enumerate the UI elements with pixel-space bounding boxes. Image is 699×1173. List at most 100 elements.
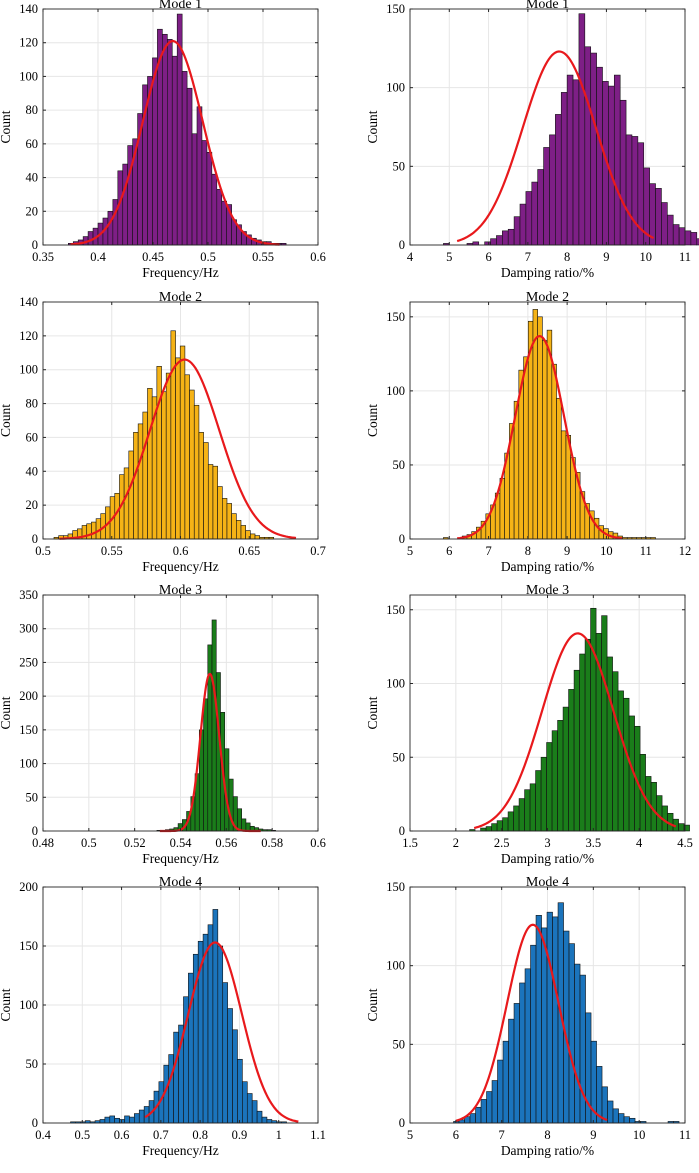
histogram-bar	[207, 924, 214, 1124]
y-tick-label: 0	[32, 1116, 38, 1130]
y-tick-label: 100	[386, 959, 405, 973]
x-tick-label: 5	[407, 1128, 413, 1142]
histogram-bar	[222, 498, 228, 540]
histogram-bar	[596, 66, 603, 246]
histogram-bar	[606, 656, 613, 832]
x-tick-label: 0.9	[232, 1128, 248, 1142]
histogram-bar	[109, 1115, 115, 1124]
histogram-bar	[629, 1117, 636, 1124]
x-tick-label: 0.5	[35, 544, 51, 558]
x-tick-label: 0.5	[81, 836, 97, 850]
histogram-bar	[99, 1119, 106, 1124]
x-tick-label: 0.6	[310, 836, 326, 850]
y-tick-label: 0	[399, 1116, 405, 1130]
y-tick-label: 0	[399, 532, 405, 546]
chart-panel-2: 4 5 6 7 8 9 10 11 0 50 100 150 Mode 1 Damping ratio/%…	[365, 0, 699, 280]
x-tick-label: 0.55	[252, 250, 274, 264]
x-tick-label: 9	[590, 1128, 596, 1142]
x-axis-label: Frequency/Hz	[142, 559, 218, 574]
histogram-bar	[623, 1116, 630, 1124]
y-tick-label: 120	[19, 329, 38, 343]
y-tick-label: 0	[399, 238, 405, 252]
y-tick-label: 300	[19, 622, 38, 636]
x-axis-label: Damping ratio/%	[501, 1143, 594, 1158]
histogram-bar	[216, 189, 223, 246]
y-tick-label: 140	[19, 2, 38, 16]
histogram-bar	[568, 689, 575, 832]
histogram-bar	[496, 235, 503, 246]
histogram-bar	[560, 92, 568, 246]
histogram-bar	[507, 228, 515, 246]
y-tick-label: 60	[26, 137, 39, 151]
x-tick-label: 11	[679, 250, 691, 264]
y-tick-label: 0	[399, 824, 405, 838]
histogram-bar	[555, 114, 562, 246]
histogram-bar	[619, 99, 627, 246]
chart-title: Mode 4	[526, 875, 569, 890]
x-tick-label: 0.8	[192, 1128, 208, 1142]
chart-title: Mode 4	[159, 875, 202, 890]
histogram-bar	[513, 805, 520, 832]
histogram-bar	[184, 374, 190, 540]
chart-panel-7: 0.4 0.5 0.6 0.7 0.8 0.9 1 1.1 0 50 100 150 200 Mode 4…	[0, 875, 326, 1158]
y-tick-label: 40	[26, 464, 39, 478]
histogram-bar	[655, 188, 662, 246]
x-tick-label: 2.5	[494, 836, 510, 850]
histogram-bar	[206, 151, 213, 246]
histogram-bar	[552, 916, 559, 1124]
histogram-bar	[486, 1091, 493, 1124]
y-axis-label: Count	[0, 404, 13, 437]
chart-title: Mode 2	[526, 290, 569, 305]
histogram-bar	[518, 798, 525, 832]
x-tick-label: 8	[544, 1128, 550, 1142]
plot-frame	[42, 8, 319, 246]
x-tick-label: 0.4	[35, 1128, 51, 1142]
histogram-bar	[469, 1113, 476, 1124]
x-tick-label: 1.5	[402, 836, 418, 850]
histogram-bar	[535, 915, 542, 1124]
histogram-bar	[531, 181, 538, 246]
histogram-bar	[540, 756, 547, 832]
histogram-bar	[147, 388, 153, 540]
normal-fit-curve	[70, 39, 280, 246]
histogram-bar	[251, 1100, 258, 1124]
histogram-bar	[608, 85, 615, 246]
histogram-bar	[242, 1081, 248, 1124]
histogram-bar	[491, 823, 498, 832]
histogram-bar	[507, 811, 514, 832]
x-tick-label: 5	[407, 544, 413, 558]
histogram-bar	[523, 356, 529, 540]
histogram-bar	[128, 450, 134, 540]
histogram-bar	[227, 1008, 233, 1124]
histogram-bar	[246, 1093, 253, 1124]
histogram-bar	[156, 366, 162, 540]
histogram-bar	[134, 1113, 140, 1124]
histogram-bar	[678, 823, 685, 832]
y-tick-label: 150	[386, 310, 405, 324]
plot-frame	[409, 301, 686, 540]
histogram-bar	[537, 316, 543, 540]
histogram-bar	[256, 1110, 263, 1124]
y-tick-label: 150	[19, 723, 38, 737]
x-tick-label: 0.45	[142, 250, 164, 264]
y-tick-label: 50	[393, 750, 406, 764]
histogram-bar	[179, 345, 186, 540]
x-axis-label: Frequency/Hz	[142, 851, 218, 866]
histogram-bar	[684, 230, 692, 246]
histogram-bar	[542, 340, 548, 540]
x-tick-label: 10	[639, 250, 652, 264]
histogram-bar	[513, 216, 521, 246]
x-tick-label: 0.4	[90, 250, 106, 264]
histogram-bar	[601, 615, 608, 832]
normal-fit-curve	[144, 941, 299, 1123]
histogram-bar	[261, 1116, 268, 1124]
y-tick-label: 100	[19, 998, 38, 1012]
y-tick-label: 40	[26, 171, 39, 185]
histogram-bar	[241, 818, 247, 832]
plot-frame	[409, 8, 686, 246]
histogram-bar	[203, 698, 209, 832]
normal-fit-curve	[456, 50, 655, 243]
histogram-bar	[137, 423, 144, 540]
y-tick-label: 140	[19, 295, 38, 309]
histogram-bar	[525, 191, 533, 246]
